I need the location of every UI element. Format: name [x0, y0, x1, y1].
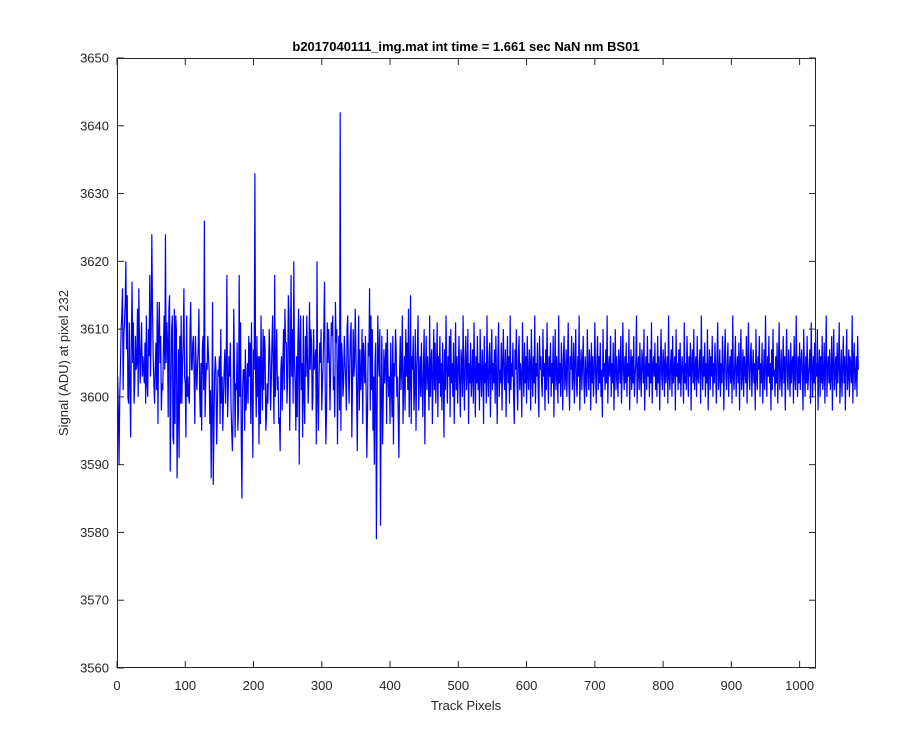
- x-tick-label: 0: [113, 678, 120, 693]
- x-tick-label: 600: [516, 678, 538, 693]
- x-tick-label: 300: [311, 678, 333, 693]
- y-tick-label: 3640: [80, 118, 109, 133]
- x-tick-label: 1000: [785, 678, 814, 693]
- y-tick-label: 3630: [80, 186, 109, 201]
- x-tick-label: 700: [584, 678, 606, 693]
- x-tick-label: 400: [379, 678, 401, 693]
- y-tick-label: 3620: [80, 254, 109, 269]
- x-tick-label: 900: [721, 678, 743, 693]
- axes-box: [117, 58, 816, 668]
- x-tick-label: 500: [447, 678, 469, 693]
- x-tick-label: 200: [243, 678, 265, 693]
- y-tick-label: 3610: [80, 322, 109, 337]
- x-axis: 0 100 200 300 400 500 600 700 800 900 1000: [113, 58, 814, 693]
- y-tick-label: 3580: [80, 525, 109, 540]
- y-axis-label: Signal (ADU) at pixel 232: [56, 290, 71, 436]
- y-tick-label: 3600: [80, 389, 109, 404]
- x-tick-label: 100: [174, 678, 196, 693]
- y-tick-label: 3650: [80, 51, 109, 66]
- y-axis: 3560 3570 3580 3590 3600 3610 3620 3630 3640 3650: [80, 51, 816, 676]
- y-tick-label: 3560: [80, 661, 109, 676]
- signal-series-line: [117, 112, 859, 540]
- x-axis-label: Track Pixels: [431, 698, 502, 713]
- x-tick-label: 800: [652, 678, 674, 693]
- chart-title: b2017040111_img.mat int time = 1.661 sec…: [292, 39, 639, 54]
- y-tick-label: 3570: [80, 593, 109, 608]
- y-tick-label: 3590: [80, 457, 109, 472]
